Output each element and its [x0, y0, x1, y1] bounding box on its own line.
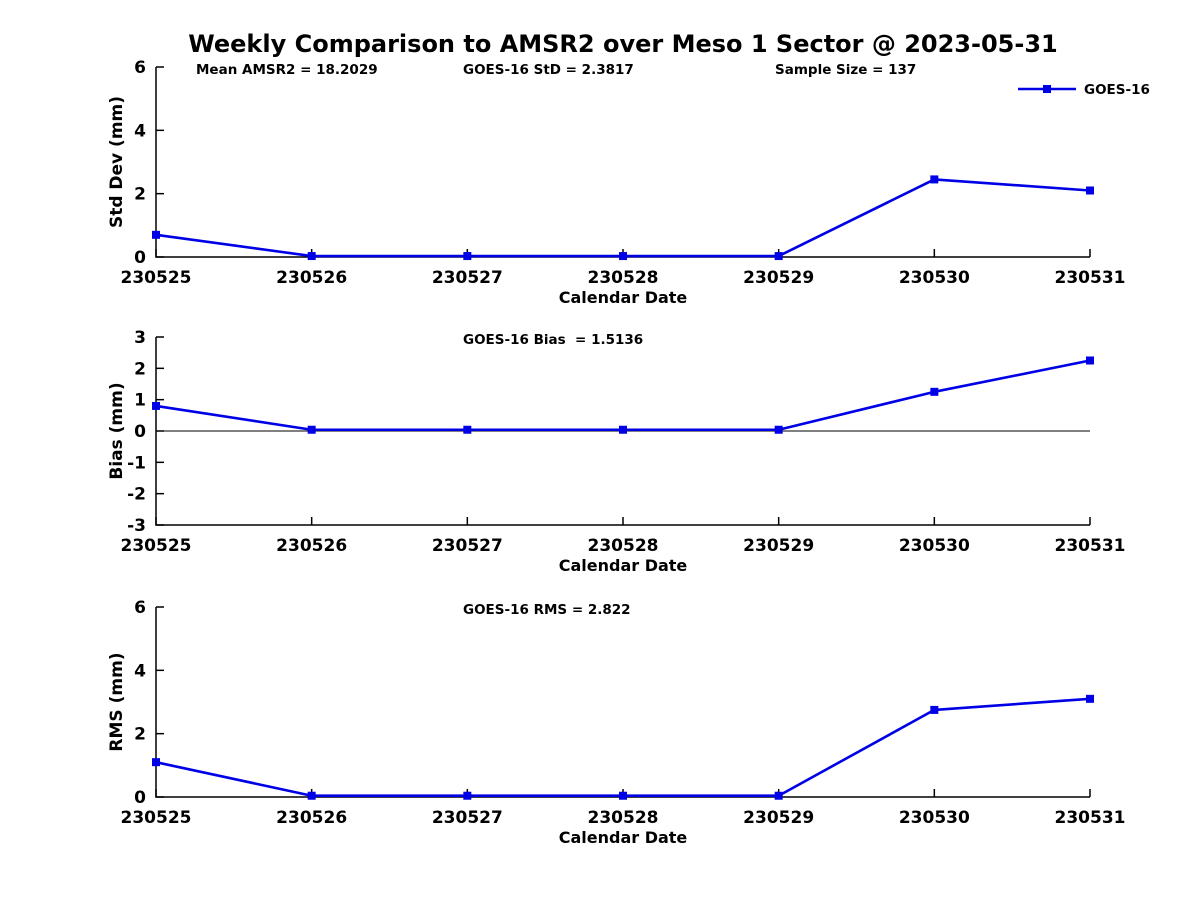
annotation: GOES-16 RMS = 2.822 [463, 602, 631, 618]
axis-spines [155, 67, 1090, 258]
data-point-marker [619, 791, 627, 800]
x-tick-label: 230528 [588, 268, 659, 288]
x-axis-label: Calendar Date [559, 556, 688, 575]
data-point-marker [930, 705, 939, 714]
y-tick-label: 4 [134, 661, 146, 681]
x-tick-label: 230530 [899, 536, 970, 556]
data-point-marker [307, 791, 316, 800]
x-tick-label: 230530 [899, 808, 970, 828]
annotation: Sample Size = 137 [775, 62, 916, 78]
data-line [155, 359, 1091, 432]
data-point-marker [307, 425, 316, 434]
x-tick-label: 230529 [743, 268, 814, 288]
data-point-marker [619, 425, 627, 434]
legend-label: GOES-16 [1084, 82, 1150, 98]
y-tick-label: 2 [134, 359, 146, 379]
chart-title: Weekly Comparison to AMSR2 over Meso 1 S… [188, 30, 1058, 58]
data-point-marker [152, 230, 160, 239]
x-tick-label: 230528 [588, 536, 659, 556]
x-tick-label: 230529 [743, 808, 814, 828]
data-point-marker [1086, 186, 1094, 195]
y-tick-label: 0 [134, 248, 146, 268]
x-tick-label: 230525 [121, 536, 192, 556]
y-tick-label: 2 [134, 725, 146, 745]
data-point-marker [463, 791, 472, 800]
y-tick-label: 0 [134, 788, 146, 808]
annotation: GOES-16 StD = 2.3817 [463, 62, 634, 78]
x-tick-label: 230531 [1055, 536, 1126, 556]
y-tick-label: 2 [134, 185, 146, 205]
y-tick-label: 0 [134, 422, 146, 442]
x-tick-label: 230527 [432, 536, 503, 556]
x-tick-label: 230526 [276, 536, 347, 556]
y-tick-label: 3 [134, 328, 146, 348]
y-axis-label: RMS (mm) [107, 652, 127, 751]
data-line [155, 178, 1091, 258]
data-point-marker [463, 252, 472, 261]
y-tick-label: 6 [134, 598, 146, 618]
x-tick-label: 230529 [743, 536, 814, 556]
x-axis-label: Calendar Date [559, 828, 688, 847]
x-tick-label: 230526 [276, 808, 347, 828]
data-point-marker [774, 252, 783, 261]
y-tick-label: 4 [134, 121, 146, 141]
y-tick-label: -3 [127, 516, 146, 536]
x-tick-label: 230528 [588, 808, 659, 828]
data-point-marker [463, 425, 472, 434]
data-point-marker [774, 425, 783, 434]
annotation: GOES-16 Bias = 1.5136 [463, 332, 643, 348]
x-tick-label: 230525 [121, 268, 192, 288]
y-tick-label: -1 [127, 453, 146, 473]
data-point-marker [774, 791, 783, 800]
x-tick-label: 230531 [1055, 808, 1126, 828]
y-axis-label: Std Dev (mm) [107, 96, 127, 228]
axis-spines [155, 607, 1090, 798]
y-axis-label: Bias (mm) [107, 382, 127, 479]
y-tick-label: 6 [134, 58, 146, 78]
data-line [155, 697, 1091, 798]
x-tick-label: 230527 [432, 268, 503, 288]
x-tick-label: 230531 [1055, 268, 1126, 288]
y-tick-label: -2 [127, 485, 146, 505]
legend-marker [1043, 85, 1051, 93]
y-tick-label: 1 [134, 391, 146, 411]
x-tick-label: 230526 [276, 268, 347, 288]
data-point-marker [930, 175, 939, 184]
x-tick-label: 230527 [432, 808, 503, 828]
data-point-marker [1086, 694, 1094, 703]
data-point-marker [619, 252, 627, 261]
x-axis-label: Calendar Date [559, 288, 688, 307]
x-tick-label: 230525 [121, 808, 192, 828]
data-point-marker [152, 401, 160, 410]
x-tick-label: 230530 [899, 268, 970, 288]
data-point-marker [930, 387, 939, 396]
data-point-marker [152, 758, 160, 767]
data-point-marker [307, 252, 316, 261]
data-point-marker [1086, 356, 1094, 365]
annotation: Mean AMSR2 = 18.2029 [196, 62, 378, 78]
